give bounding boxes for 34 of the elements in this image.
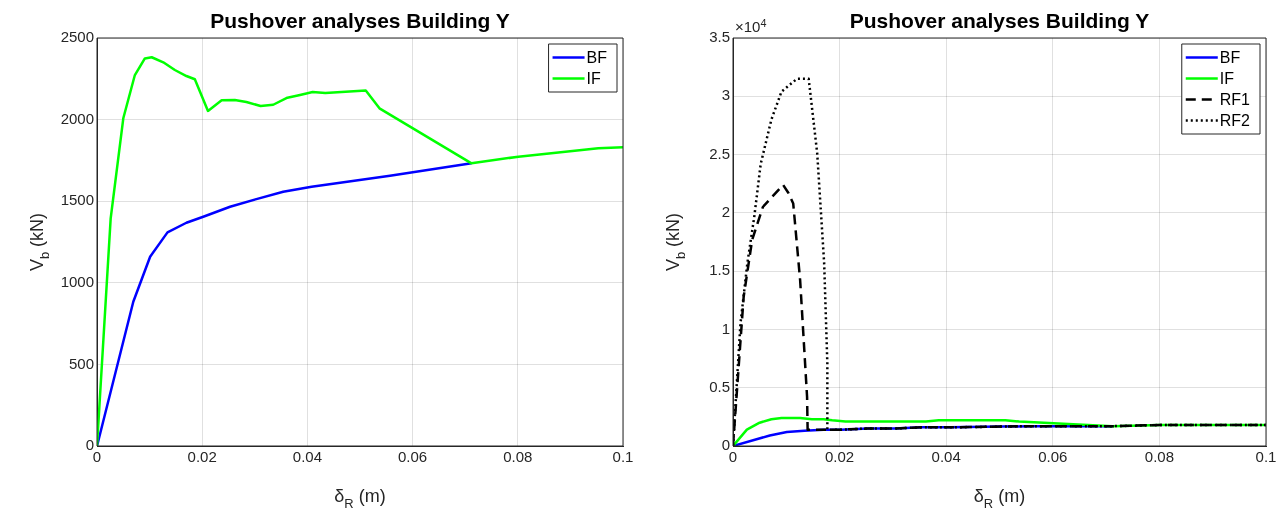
y-tick-label: 2.5 <box>709 144 730 162</box>
x-tick-label: 0.1 <box>612 448 634 466</box>
x-tick-label: 0.08 <box>1144 448 1174 466</box>
y-tick-label: 2000 <box>60 109 94 127</box>
y-tick-label: 2500 <box>60 28 94 46</box>
y-axis-title: Vb (kN) <box>27 212 53 272</box>
y-tick-label: 3.5 <box>709 28 730 46</box>
y-tick-label: 1 <box>721 319 730 337</box>
y-tick-label: 1.5 <box>709 261 730 279</box>
y-tick-label: 2 <box>721 203 730 220</box>
legend-label: IF <box>586 69 601 87</box>
legend-label: RF2 <box>1219 111 1251 129</box>
x-tick-label: 0.04 <box>292 448 322 466</box>
chart-title: Pushover analyses Building Y <box>849 9 1150 32</box>
x-tick-label: 0.1 <box>1255 448 1277 466</box>
y-tick-label: 1000 <box>60 272 94 290</box>
x-tick-label: 0.02 <box>825 448 855 466</box>
x-tick-label: 0.04 <box>931 448 961 466</box>
y-tick-label: 0 <box>85 436 94 454</box>
y-tick-label: 3 <box>721 86 730 104</box>
y-tick-label: 500 <box>68 354 94 372</box>
x-tick-label: 0.08 <box>503 448 533 466</box>
y-tick-label: 0 <box>721 436 730 454</box>
chart-title: Pushover analyses Building Y <box>210 9 510 32</box>
y-axis-title: Vb (kN) <box>663 212 689 272</box>
x-tick-label: 0.02 <box>187 448 217 466</box>
x-tick-label: 0.06 <box>1038 448 1068 466</box>
x-tick-label: 0.06 <box>398 448 428 466</box>
legend-label: BF <box>1219 48 1241 66</box>
legend-label: RF1 <box>1219 90 1251 108</box>
y-tick-label: 1500 <box>60 191 94 209</box>
legend-label: BF <box>586 48 608 66</box>
legend-label: IF <box>1219 69 1235 87</box>
y-tick-label: 0.5 <box>709 377 730 395</box>
